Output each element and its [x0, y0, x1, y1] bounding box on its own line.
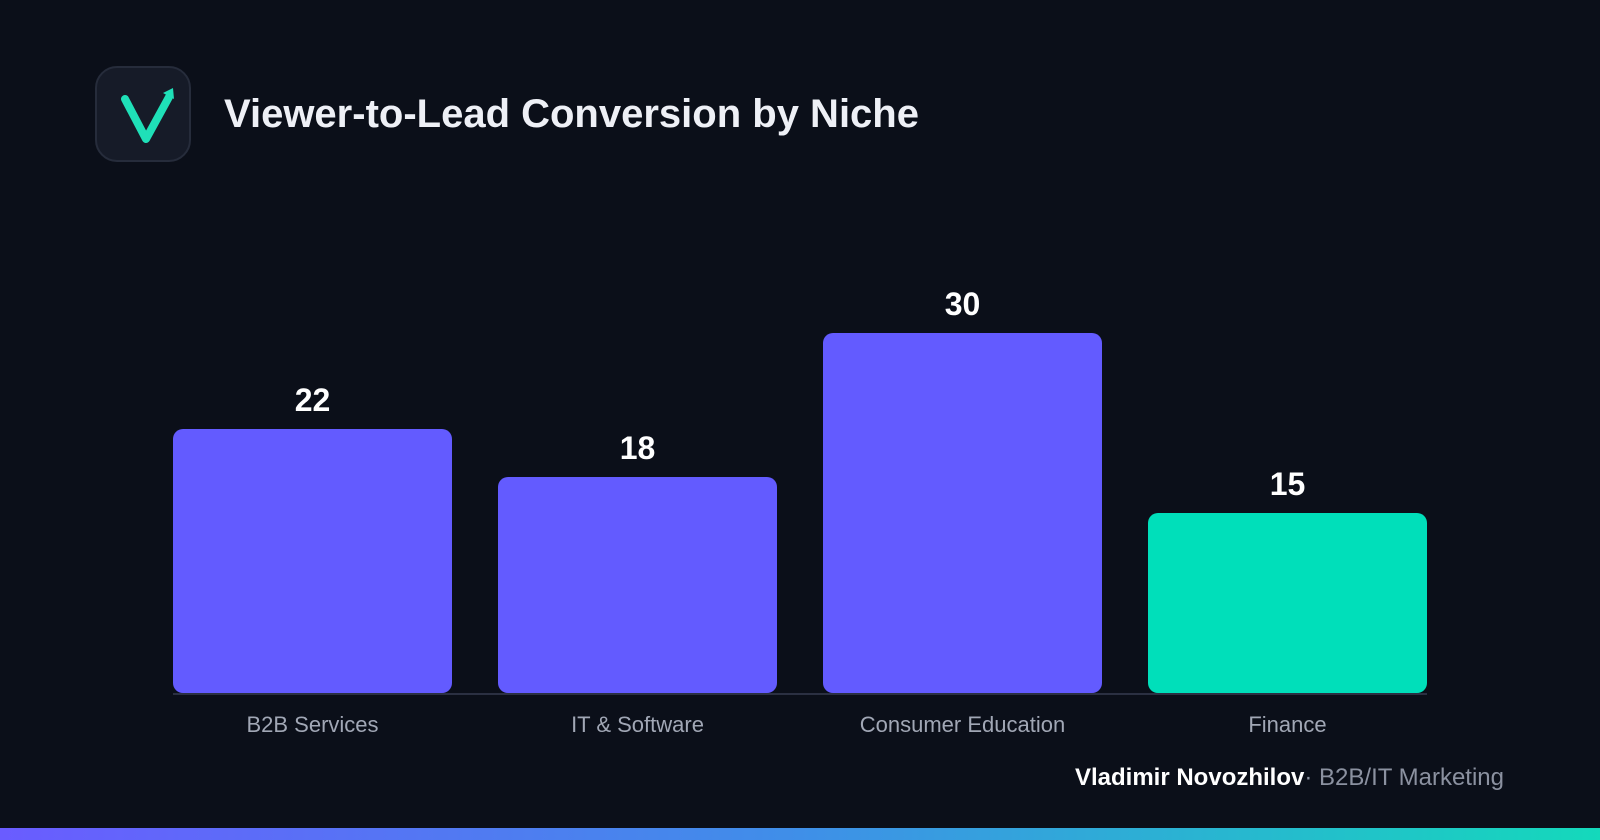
author-role: B2B/IT Marketing	[1319, 764, 1504, 791]
x-tick-label: IT & Software	[571, 712, 704, 737]
attribution: Vladimir Novozhilov· B2B/IT Marketing	[1075, 763, 1504, 793]
bar-chart: 22 B2B Services 18 IT & Software 30 Consumer …	[173, 286, 1427, 737]
bar-value-label: 15	[1270, 466, 1306, 502]
author-name: Vladimir Novozhilov	[1074, 764, 1305, 791]
bar-value-label: 22	[295, 382, 331, 418]
gradient-bottom-bar	[0, 828, 1600, 840]
x-tick-label: B2B Services	[246, 712, 378, 737]
bar-value-label: 30	[945, 286, 981, 322]
bar-1	[498, 477, 777, 693]
separator: ·	[1304, 764, 1313, 791]
brand-logo	[95, 66, 191, 162]
v-checkmark-arrow-icon	[121, 88, 174, 143]
bar-value-label: 18	[620, 430, 656, 466]
bar-2	[823, 333, 1102, 693]
x-tick-label: Finance	[1248, 712, 1326, 737]
chart-title: Viewer-to-Lead Conversion by Niche	[224, 92, 919, 136]
bar-0	[173, 429, 452, 693]
bar-3	[1148, 513, 1427, 693]
x-tick-label: Consumer Education	[860, 712, 1065, 737]
